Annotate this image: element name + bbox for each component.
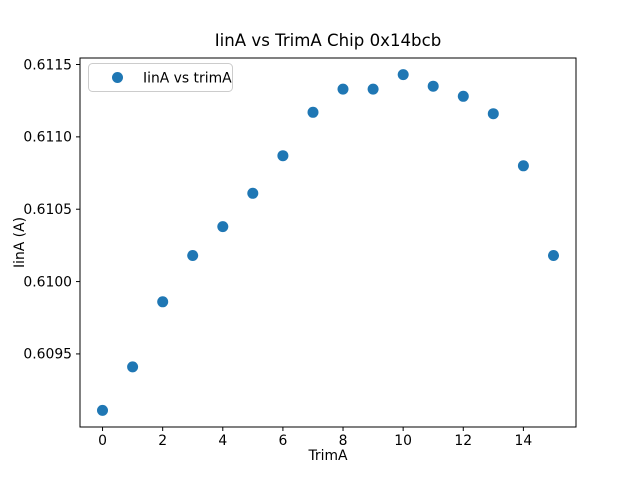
scatter-point xyxy=(487,108,499,120)
scatter-point xyxy=(548,250,559,261)
chart-title: IinA vs TrimA Chip 0x14bcb xyxy=(215,31,442,50)
legend-label: IinA vs trimA xyxy=(143,71,232,87)
scatter-point xyxy=(397,69,409,81)
scatter-point xyxy=(517,160,529,172)
scatter-point xyxy=(337,83,349,95)
scatter-point xyxy=(367,83,379,95)
legend-box xyxy=(88,63,233,92)
x-tick-label: 10 xyxy=(394,433,412,449)
scatter-point xyxy=(157,296,169,308)
y-tick-label: 0.6110 xyxy=(23,130,72,146)
scatter-point xyxy=(307,106,319,118)
y-tick-label: 0.6115 xyxy=(23,57,72,73)
data-points xyxy=(97,69,559,416)
scatter-point xyxy=(97,404,108,416)
scatter-point xyxy=(127,361,139,373)
x-axis-ticks: 0 2 4 6 8 10 12 14 xyxy=(98,427,532,449)
y-tick-label: 0.6105 xyxy=(23,202,72,218)
scatter-point xyxy=(457,90,469,102)
x-tick-label: 0 xyxy=(98,433,107,449)
y-axis-ticks: 0.6095 0.6100 0.6105 0.6110 0.6115 xyxy=(23,57,80,363)
y-tick-label: 0.6095 xyxy=(23,347,72,363)
scatter-point xyxy=(217,221,229,233)
x-tick-label: 14 xyxy=(515,433,533,449)
legend: IinA vs trimA xyxy=(88,63,233,92)
x-tick-label: 4 xyxy=(218,433,227,449)
plot-area xyxy=(80,58,576,427)
legend-marker-icon xyxy=(112,72,123,83)
scatter-point xyxy=(247,187,259,199)
x-tick-label: 12 xyxy=(454,433,472,449)
scatter-point xyxy=(187,250,199,261)
scatter-point xyxy=(427,80,439,92)
y-axis-label: IinA (A) xyxy=(12,217,28,268)
scatter-point xyxy=(277,150,289,162)
x-tick-label: 8 xyxy=(339,433,348,449)
axes-frame xyxy=(79,57,577,428)
x-axis-label: TrimA xyxy=(307,448,348,464)
y-tick-label: 0.6100 xyxy=(23,274,72,290)
x-tick-label: 6 xyxy=(278,433,287,449)
x-tick-label: 2 xyxy=(158,433,167,449)
